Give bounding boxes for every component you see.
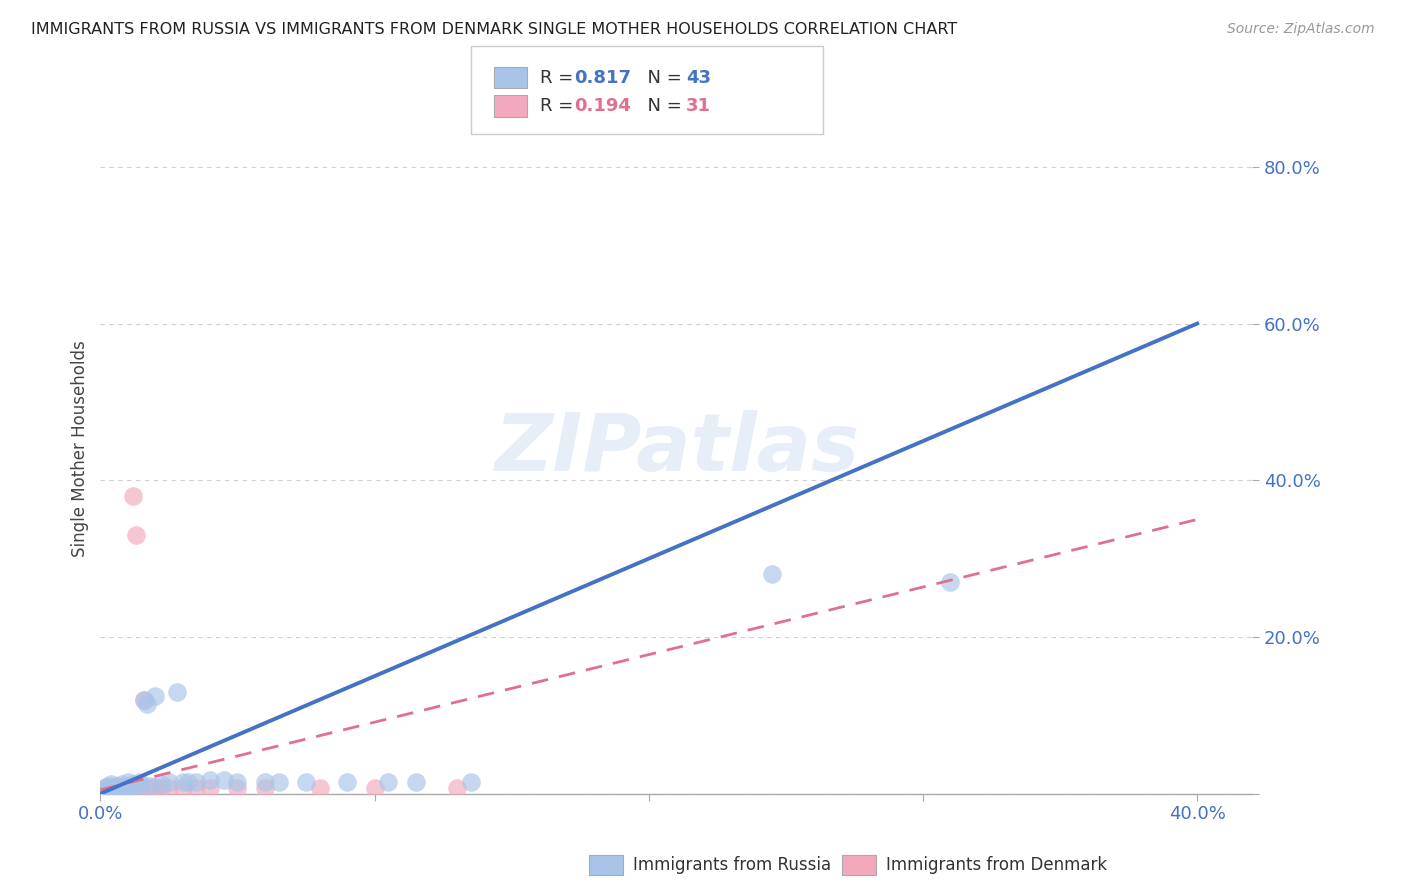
- Text: R =: R =: [540, 69, 579, 87]
- Text: 43: 43: [686, 69, 711, 87]
- Point: [103, 782, 125, 797]
- Text: IMMIGRANTS FROM RUSSIA VS IMMIGRANTS FROM DENMARK SINGLE MOTHER HOUSEHOLDS CORRE: IMMIGRANTS FROM RUSSIA VS IMMIGRANTS FRO…: [31, 22, 957, 37]
- Y-axis label: Single Mother Households: Single Mother Households: [72, 341, 89, 558]
- Point: [336, 775, 359, 789]
- Text: Immigrants from Denmark: Immigrants from Denmark: [886, 856, 1107, 874]
- Point: [103, 782, 125, 797]
- Point: [253, 775, 276, 789]
- Point: [295, 775, 318, 789]
- Point: [97, 782, 120, 797]
- Point: [136, 697, 159, 711]
- Point: [226, 781, 249, 796]
- Point: [446, 781, 468, 796]
- Point: [108, 782, 131, 797]
- Point: [91, 782, 114, 797]
- Point: [91, 782, 114, 797]
- Point: [111, 777, 134, 791]
- Point: [177, 775, 200, 789]
- Point: [149, 777, 172, 791]
- Point: [100, 781, 122, 796]
- Point: [267, 775, 290, 789]
- Point: [97, 783, 120, 797]
- Point: [143, 780, 166, 795]
- Point: [377, 775, 399, 789]
- Text: N =: N =: [636, 69, 688, 87]
- Point: [117, 779, 139, 793]
- Point: [166, 685, 188, 699]
- Point: [100, 782, 122, 797]
- Point: [157, 775, 180, 789]
- Point: [114, 781, 136, 796]
- Point: [138, 781, 160, 796]
- Point: [253, 781, 276, 796]
- Point: [134, 692, 156, 706]
- Point: [186, 775, 208, 789]
- Point: [405, 775, 427, 789]
- Point: [172, 775, 194, 789]
- Point: [138, 779, 160, 793]
- Point: [94, 780, 117, 795]
- Text: Source: ZipAtlas.com: Source: ZipAtlas.com: [1227, 22, 1375, 37]
- Point: [103, 780, 125, 795]
- Point: [134, 692, 156, 706]
- Point: [108, 780, 131, 795]
- Point: [105, 781, 128, 796]
- Text: N =: N =: [636, 97, 688, 115]
- Point: [100, 777, 122, 791]
- Point: [103, 780, 125, 795]
- Point: [149, 781, 172, 796]
- Point: [761, 567, 783, 582]
- Point: [117, 775, 139, 789]
- Text: 31: 31: [686, 97, 711, 115]
- Point: [131, 781, 153, 796]
- Point: [122, 489, 145, 503]
- Point: [212, 772, 235, 787]
- Point: [114, 780, 136, 795]
- Point: [125, 779, 148, 793]
- Text: ZIPatlas: ZIPatlas: [494, 410, 859, 488]
- Point: [128, 775, 150, 789]
- Text: 0.817: 0.817: [574, 69, 631, 87]
- Point: [111, 781, 134, 796]
- Point: [105, 780, 128, 795]
- Text: Immigrants from Russia: Immigrants from Russia: [633, 856, 831, 874]
- Point: [939, 575, 962, 590]
- Text: 0.194: 0.194: [574, 97, 630, 115]
- Point: [460, 775, 482, 789]
- Point: [105, 781, 128, 796]
- Point: [97, 779, 120, 793]
- Point: [108, 782, 131, 797]
- Point: [186, 781, 208, 796]
- Point: [143, 689, 166, 703]
- Point: [97, 781, 120, 796]
- Point: [172, 781, 194, 796]
- Point: [198, 772, 221, 787]
- Point: [226, 775, 249, 789]
- Point: [94, 780, 117, 795]
- Point: [100, 781, 122, 796]
- Point: [198, 781, 221, 796]
- Point: [117, 781, 139, 796]
- Point: [131, 777, 153, 791]
- Point: [363, 781, 385, 796]
- Point: [125, 528, 148, 542]
- Point: [111, 781, 134, 796]
- Point: [157, 781, 180, 796]
- Text: R =: R =: [540, 97, 579, 115]
- Point: [105, 779, 128, 793]
- Point: [120, 781, 142, 796]
- Point: [308, 781, 330, 796]
- Point: [122, 777, 145, 791]
